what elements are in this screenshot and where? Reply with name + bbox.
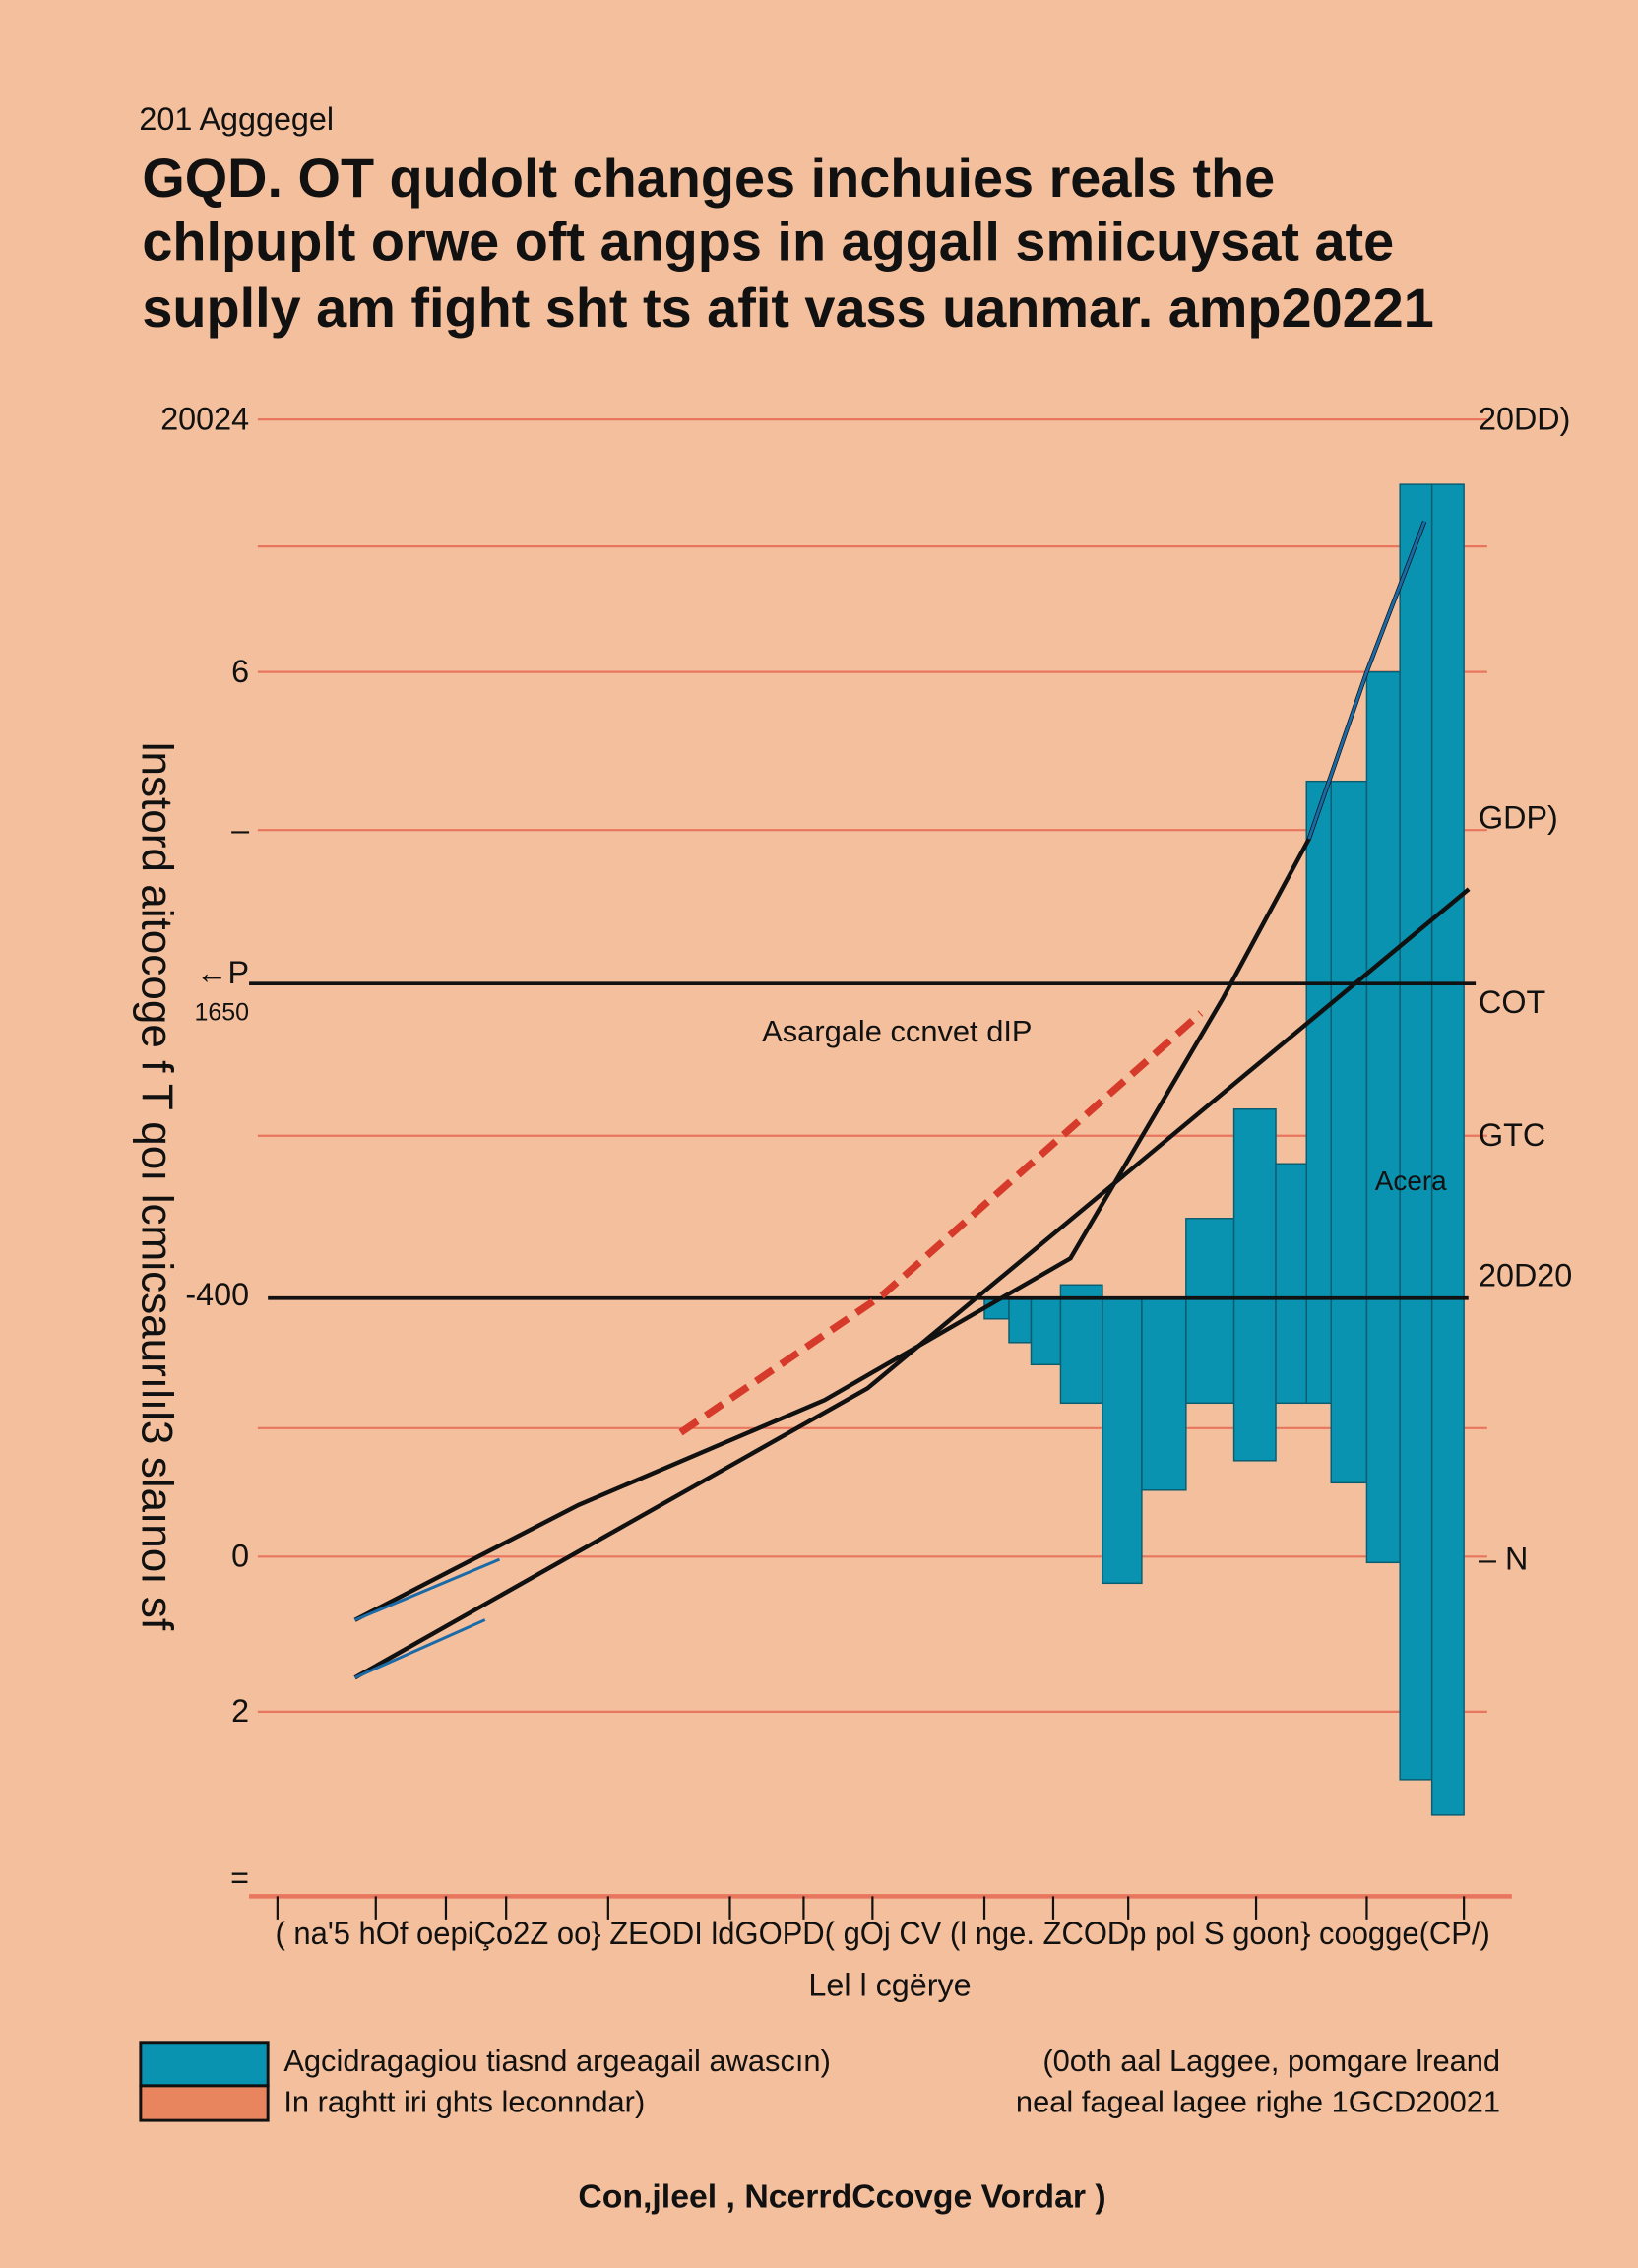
legend-swatch-teal	[139, 2041, 270, 2088]
right-tick-labels: 20DD) GDP) COT GTC Acera 20D20 – N	[1375, 401, 1572, 1576]
y-axis-label: lnstord aitocoge f T qoı lcmicsaurılıl3 …	[132, 742, 180, 1631]
left-tick-label: –	[231, 811, 249, 847]
right-tick-label: – N	[1479, 1542, 1528, 1577]
annotation: Asargale ccnvet dIP	[762, 1014, 1032, 1048]
legend: Agcidragagiou tiasnd argeagail awascın) …	[139, 2041, 1500, 2122]
left-tick-label: 0	[231, 1539, 249, 1574]
bar	[1030, 1297, 1062, 1366]
left-tick-label: 20024	[160, 401, 249, 436]
left-tick-label: =	[230, 1860, 249, 1896]
series-line-2	[353, 887, 1471, 1680]
left-tick-labels: 20024 6 – ←P 1650 -400 0 2 =	[160, 401, 249, 1895]
series-lines	[353, 520, 1471, 1680]
bar	[1430, 483, 1465, 1816]
left-tick-label: ←P	[196, 955, 249, 990]
legend-note-2: neal fageal lagee righe 1GCD20021	[1016, 2084, 1500, 2118]
x-axis-label: Lel l cgërye	[808, 1968, 971, 2003]
chart-title-line-2: chlpuplt orwe oft angps in aggall smiicu…	[142, 210, 1394, 272]
bar	[1365, 670, 1401, 1564]
right-tick-label: COT	[1479, 984, 1545, 1020]
bar	[1008, 1297, 1033, 1344]
chart-supertitle: 201 Agggegel	[139, 101, 334, 137]
bar	[1305, 780, 1332, 1405]
series-highlight-start	[353, 1618, 486, 1679]
right-tick-label: Acera	[1375, 1166, 1447, 1196]
bar	[1232, 1108, 1277, 1462]
bars	[983, 483, 1465, 1816]
bar	[1330, 780, 1368, 1484]
bar	[1399, 483, 1433, 1781]
dashed-series-line	[678, 1010, 1204, 1436]
chart-title-line-3: suplly am fight sht ts afit vass uanmar.…	[142, 277, 1433, 339]
bar	[1059, 1284, 1103, 1405]
gridlines	[257, 418, 1487, 1713]
chart-title-line-1: GQD. OT qudolt changes inchuies reals th…	[142, 147, 1275, 209]
series-highlight-start	[353, 1557, 501, 1622]
right-tick-label: GDP)	[1479, 799, 1558, 835]
legend-label-1: Agcidragagiou tiasnd argeagail awascın)	[284, 2044, 831, 2078]
left-tick-label: 1650	[195, 999, 250, 1027]
right-tick-label: 20DD)	[1479, 401, 1570, 436]
source-note: Con,jleel , NcerrdCcovge Vordar )	[578, 2177, 1105, 2215]
right-tick-label: 20D20	[1479, 1258, 1572, 1293]
bar	[1102, 1297, 1143, 1585]
x-axis	[249, 1894, 1512, 1920]
reference-lines	[249, 981, 1477, 1300]
bar	[1275, 1163, 1307, 1405]
legend-note-1: (0oth aal Laggee, pomgare lreand	[1042, 2044, 1500, 2078]
bar	[1141, 1297, 1187, 1491]
legend-label-2: In raghtt iri ghts leconndar)	[284, 2084, 645, 2118]
left-tick-label: 2	[231, 1693, 249, 1729]
left-tick-label: 6	[231, 654, 249, 689]
right-tick-label: GTC	[1479, 1117, 1545, 1153]
left-tick-label: -400	[185, 1277, 249, 1312]
bar	[1185, 1218, 1235, 1405]
series-highlight-end	[1307, 521, 1426, 840]
legend-swatch-orange	[139, 2084, 270, 2122]
x-tick-labels: ( na'5 hOf oepiÇo2Z oo} ZEODI ldGOPD( gO…	[276, 1916, 1490, 1951]
